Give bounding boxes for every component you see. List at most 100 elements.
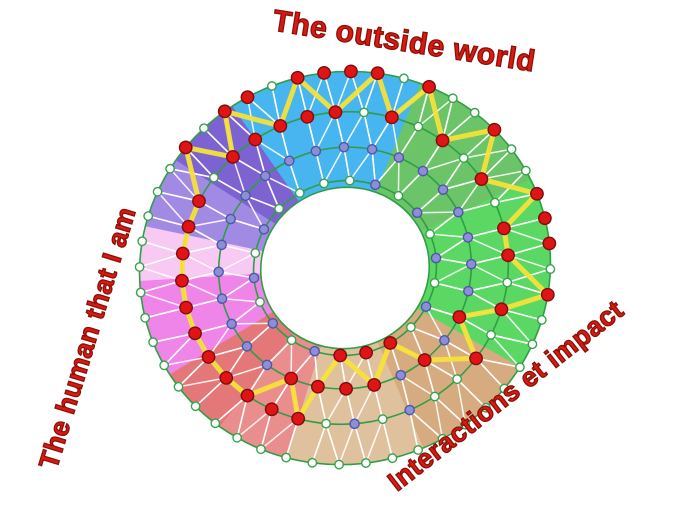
white-node: [319, 178, 329, 189]
red-node: [497, 221, 511, 236]
white-node: [447, 93, 458, 104]
red-node: [417, 353, 432, 367]
white-node: [209, 172, 219, 183]
purple-node: [453, 206, 464, 218]
white-node: [481, 402, 491, 413]
white-node: [506, 144, 517, 155]
white-node: [499, 383, 510, 394]
red-node: [359, 345, 373, 360]
purple-node: [430, 252, 442, 264]
red-node: [339, 381, 353, 396]
red-node: [175, 246, 190, 261]
red-node: [291, 411, 306, 426]
white-node: [377, 414, 388, 425]
purple-node: [226, 318, 237, 330]
node-layer: [134, 64, 557, 470]
purple-node: [395, 369, 407, 381]
white-node: [545, 264, 556, 274]
purple-node: [404, 404, 415, 416]
red-node: [188, 326, 202, 341]
red-node: [328, 105, 343, 120]
red-node: [225, 150, 240, 164]
purple-node: [213, 266, 224, 278]
white-node: [143, 211, 154, 221]
red-node: [300, 109, 315, 124]
red-node: [240, 90, 255, 105]
purple-node: [463, 285, 474, 297]
red-node: [435, 133, 450, 148]
red-node: [201, 350, 216, 364]
white-node: [274, 203, 285, 214]
white-node: [165, 163, 175, 174]
red-node: [264, 402, 279, 417]
white-node: [199, 123, 209, 134]
red-node: [219, 370, 234, 385]
red-node: [248, 132, 263, 147]
white-node: [413, 121, 424, 132]
red-node: [422, 79, 436, 94]
white-node: [294, 188, 305, 198]
white-node: [140, 312, 151, 323]
purple-node: [349, 418, 360, 430]
white-node: [527, 339, 538, 350]
red-node: [217, 104, 232, 119]
red-node: [317, 66, 331, 80]
white-node: [134, 262, 145, 272]
red-node: [367, 378, 382, 392]
red-node: [181, 219, 196, 234]
white-node: [135, 287, 146, 298]
red-node: [370, 66, 385, 81]
purple-node: [310, 145, 322, 157]
red-node: [179, 300, 193, 315]
red-node: [290, 70, 305, 85]
purple-node: [260, 170, 271, 182]
red-node: [501, 248, 515, 263]
red-node: [175, 273, 189, 288]
red-node: [192, 194, 206, 209]
red-node: [383, 336, 398, 350]
red-node: [240, 388, 255, 403]
white-node: [250, 248, 261, 258]
red-node: [494, 302, 509, 317]
red-node: [178, 140, 193, 155]
purple-node: [248, 272, 260, 284]
purple-node: [216, 239, 227, 251]
red-node: [542, 236, 557, 251]
white-node: [413, 445, 424, 455]
white-node: [429, 391, 440, 402]
red-node: [311, 379, 325, 394]
white-node: [429, 278, 440, 288]
white-node: [425, 229, 435, 239]
white-node: [469, 107, 480, 118]
purple-node: [466, 258, 477, 270]
purple-node: [462, 232, 474, 243]
white-node: [334, 459, 344, 470]
purple-node: [439, 334, 450, 346]
white-node: [452, 374, 463, 384]
purple-node: [240, 190, 251, 202]
purple-node: [258, 224, 270, 235]
purple-node: [393, 152, 405, 163]
white-node: [458, 153, 469, 164]
white-node: [486, 329, 496, 340]
white-node: [460, 419, 471, 430]
purple-node: [417, 165, 429, 177]
white-node: [393, 190, 404, 201]
red-node: [530, 186, 544, 201]
white-node: [398, 73, 409, 84]
white-node: [137, 236, 148, 247]
white-node: [286, 335, 297, 346]
purple-node: [216, 293, 228, 304]
white-node: [515, 362, 525, 373]
white-node: [159, 360, 170, 371]
purple-node: [420, 301, 432, 312]
white-node: [359, 107, 369, 118]
red-node: [284, 371, 299, 386]
purple-node: [366, 144, 378, 155]
white-node: [152, 186, 163, 197]
red-node: [487, 122, 502, 137]
purple-node: [338, 141, 350, 153]
red-node: [537, 211, 552, 226]
